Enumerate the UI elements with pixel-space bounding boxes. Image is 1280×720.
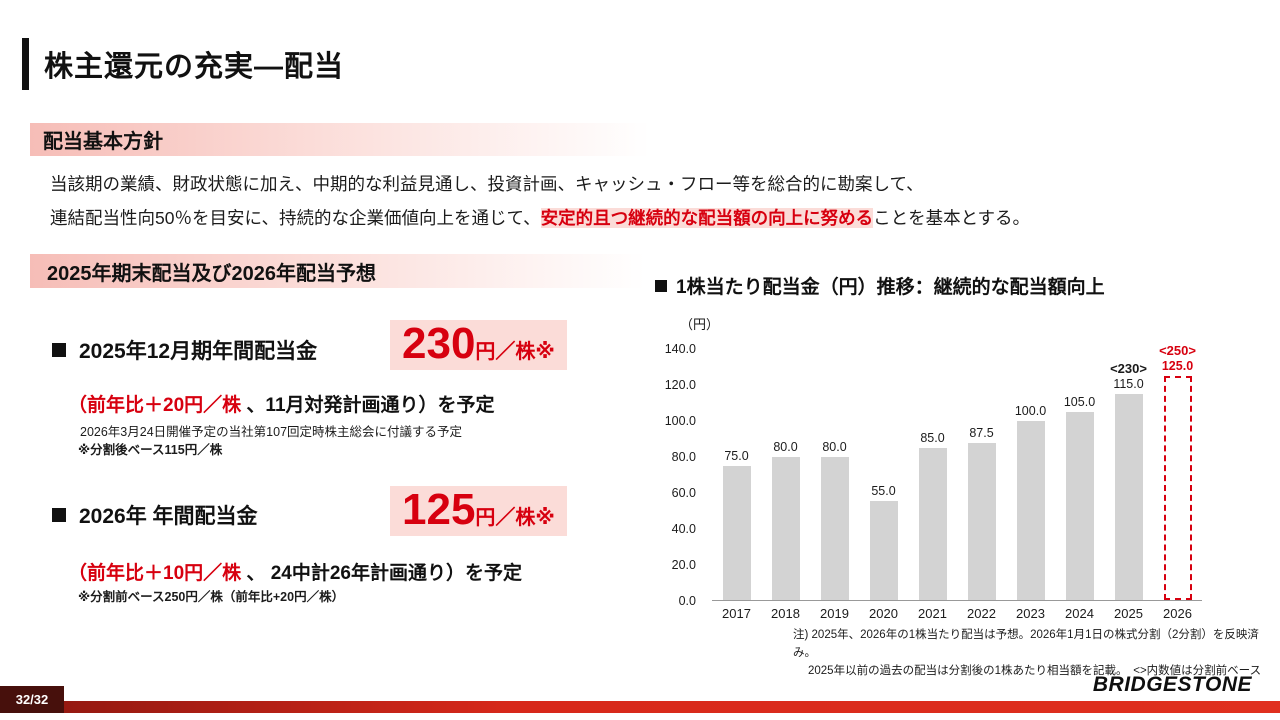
bar-value-label: 87.5 [969, 426, 994, 441]
dividend-2025-detail: （前年比＋20円／株 、11月対発計画通り）を予定 [68, 390, 495, 417]
bullet-square-icon [52, 508, 66, 522]
bar [1114, 393, 1143, 600]
chart-column: 105.0 [1055, 349, 1104, 600]
dividend-2025-label-row: 2025年12月期年間配当金 [52, 335, 317, 365]
x-axis-label: 2018 [771, 606, 800, 621]
chart-title-row: 1株当たり配当金（円）推移：継続的な配当額向上 [655, 272, 1105, 299]
bar-value-label: 55.0 [871, 484, 896, 499]
bar [1065, 411, 1094, 600]
dividend-2025-note1: 2026年3月24日開催予定の当社第107回定時株主総会に付議する予定 [80, 425, 463, 439]
bullet-square-icon [52, 343, 66, 357]
dividend-2026-label: 2026年 年間配当金 [79, 505, 258, 528]
bar [1016, 420, 1045, 600]
chart-column: 80.0 [761, 349, 810, 600]
title-accent-bar [22, 38, 29, 90]
dividend-2026-note1: ※分割前ベース250円／株（前年比+20円／株） [78, 590, 345, 604]
x-axis-label: 2022 [967, 606, 996, 621]
y-tick-label: 60.0 [671, 486, 696, 500]
bar [869, 501, 898, 600]
page-title: 株主還元の充実―配当 [44, 51, 345, 83]
footer-accent-band [0, 701, 1280, 713]
chart-title: 1株当たり配当金（円）推移：継続的な配当額向上 [676, 277, 1105, 298]
chart-x-labels: 2017 2018 2019 2020 2021 2022 2023 2024 2025 2026 [712, 606, 1202, 621]
bar-value-label: 85.0 [920, 430, 945, 445]
dividend-2026-amount-unit: 円／株※ [475, 507, 555, 529]
bar-value-label: 105.0 [1063, 394, 1096, 409]
title-block: 株主還元の充実―配当 [22, 38, 344, 90]
x-axis-label: 2019 [820, 606, 849, 621]
dividend-2025-detail-change: （前年比＋20円／株 [68, 395, 247, 416]
x-axis-label: 2024 [1065, 606, 1094, 621]
bridgestone-logo: BRIDGESTONE [1092, 673, 1252, 696]
chart-column: 75.0 [712, 349, 761, 600]
pre-split-annotation: <230> [1110, 360, 1147, 376]
x-axis-label: 2023 [1016, 606, 1045, 621]
dividend-2026-label-row: 2026年 年間配当金 [52, 500, 258, 530]
dividend-2025-detail-rest: 、11月対発計画通り）を予定 [246, 395, 495, 416]
chart-column: 85.0 [908, 349, 957, 600]
bar [918, 447, 947, 600]
bar [967, 443, 996, 600]
bar [820, 456, 849, 600]
y-tick-label: 80.0 [671, 450, 696, 464]
policy-line1: 当該期の業績、財政状態に加え、中期的な利益見通し、投資計画、キャッシュ・フロー等… [50, 174, 924, 194]
chart-column: <250> 125.0 [1153, 343, 1202, 600]
page-number: 32/32 [0, 686, 64, 713]
x-axis-label: 2021 [918, 606, 947, 621]
dividend-2025-amount-value: 230 [402, 319, 476, 368]
bar [771, 456, 800, 600]
bar-value-label: 100.0 [1014, 403, 1047, 418]
bullet-square-icon [655, 279, 667, 292]
policy-line2-pre: 連結配当性向50％を目安に、持続的な企業価値向上を通じて、 [50, 208, 541, 229]
chart-footnote-line2: 2025年以前の過去の配当は分割後の1株あたり相当額を記載。 <>内数値は分割前… [808, 664, 1262, 677]
forecast-section-header: 2025年期末配当及び2026年配当予想 [30, 254, 645, 288]
chart-y-axis: 0.0 20.0 40.0 60.0 80.0 100.0 120.0 140.0 [644, 342, 704, 608]
dividend-2026-detail-change: （前年比＋10円／株 [68, 563, 247, 584]
chart-column: 80.0 [810, 349, 859, 600]
y-tick-label: 120.0 [664, 378, 696, 392]
policy-text: 当該期の業績、財政状態に加え、中期的な利益見通し、投資計画、キャッシュ・フロー等… [50, 167, 1240, 235]
chart-plot: 75.0 80.0 80.0 55.0 85.0 87.5 100.0 105.0 <230> 1… [712, 343, 1202, 601]
x-axis-label: 2026 [1163, 606, 1192, 621]
dividend-2026-detail: （前年比＋10円／株 、 24中計26年計画通り）を予定 [68, 558, 522, 585]
bar [722, 465, 751, 600]
chart-footnote-line1: 注) 2025年、2026年の1株当たり配当は予想。2026年1月1日の株式分割… [793, 629, 1259, 659]
x-axis-label: 2017 [722, 606, 751, 621]
bar-value-label: 125.0 [1161, 358, 1194, 373]
y-tick-label: 40.0 [671, 522, 696, 536]
dividend-2025-label: 2025年12月期年間配当金 [79, 340, 318, 363]
y-tick-label: 100.0 [664, 414, 696, 428]
policy-section-header: 配当基本方針 [30, 123, 650, 156]
bar-value-label: 75.0 [724, 448, 749, 463]
chart-column: 55.0 [859, 349, 908, 600]
chart-column: <230> 115.0 [1104, 349, 1153, 600]
dividend-2026-amount-value: 125 [402, 485, 476, 534]
pre-split-annotation: <250> [1159, 342, 1196, 358]
bar-value-label: 115.0 [1113, 376, 1144, 391]
y-tick-label: 140.0 [664, 342, 696, 356]
dividend-2026-detail-rest: 、 24中計26年計画通り）を予定 [246, 563, 522, 584]
chart-column: 100.0 [1006, 349, 1055, 600]
policy-highlight: 安定的且つ継続的な配当額の向上に努める [540, 208, 874, 229]
chart-footnotes: 注) 2025年、2026年の1株当たり配当は予想。2026年1月1日の株式分割… [793, 627, 1280, 680]
bar-value-label: 80.0 [773, 439, 798, 454]
dividend-2025-note2: ※分割後ベース115円／株 [78, 443, 223, 457]
dividend-2025-amount-unit: 円／株※ [475, 341, 555, 363]
dividend-2025-amount: 230 円／株※ [390, 319, 567, 371]
x-axis-label: 2020 [869, 606, 898, 621]
forecast-bar [1163, 375, 1192, 600]
chart-column: 87.5 [957, 349, 1006, 600]
bar-value-label: 80.0 [822, 439, 847, 454]
policy-line2-post: ことを基本とする。 [873, 208, 1031, 229]
dividend-2026-amount: 125 円／株※ [390, 485, 567, 537]
x-axis-label: 2025 [1114, 606, 1143, 621]
y-axis-unit-label: （円） [680, 317, 720, 332]
y-tick-label: 20.0 [671, 558, 696, 572]
y-tick-label: 0.0 [678, 594, 696, 608]
